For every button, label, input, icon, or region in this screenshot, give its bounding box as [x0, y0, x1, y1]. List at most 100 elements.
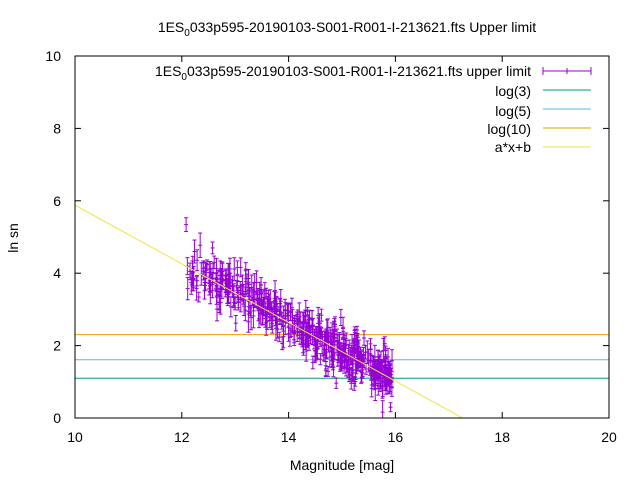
data-point [347, 339, 352, 363]
data-point [187, 262, 192, 281]
x-tick-label: 16 [388, 429, 404, 445]
data-point [198, 232, 203, 258]
legend: 1ES0033p595-20190103-S001-R001-I-213621.… [155, 63, 592, 155]
data-point [208, 277, 213, 293]
y-tick-label: 0 [53, 410, 61, 426]
x-axis-label: Magnitude [mag] [290, 457, 394, 473]
data-point [314, 340, 319, 359]
data-point [303, 299, 308, 322]
data-point [347, 368, 352, 381]
data-point [319, 327, 324, 339]
data-point [196, 291, 201, 303]
data-point [334, 377, 339, 389]
data-point [349, 344, 354, 366]
data-point [305, 306, 310, 317]
data-point [220, 261, 225, 282]
data-point [380, 377, 385, 399]
data-point [292, 317, 297, 344]
y-axis-label: ln sn [5, 223, 21, 253]
data-point [238, 257, 243, 278]
y-tick-label: 4 [53, 265, 61, 281]
data-point [270, 309, 275, 325]
data-point [369, 379, 374, 398]
data-point [280, 315, 285, 327]
plot-inner [75, 204, 609, 418]
plot-frame [74, 55, 610, 419]
data-point [232, 257, 237, 281]
data-point [378, 351, 383, 369]
data-point [292, 315, 297, 333]
x-tick-label: 14 [281, 429, 297, 445]
chart-title: 1ES0033p595-20190103-S001-R001-I-213621.… [158, 19, 536, 39]
data-point [380, 400, 385, 418]
data-point [277, 331, 282, 343]
data-point [316, 317, 321, 343]
x-tick-label: 10 [67, 429, 83, 445]
legend-label-upper-limit-main: 1ES [155, 63, 181, 79]
data-point [246, 283, 251, 297]
legend-label-log10: log(10) [487, 121, 531, 137]
data-point [359, 349, 364, 361]
data-point [251, 282, 256, 301]
data-point [212, 255, 217, 270]
data-point [368, 338, 373, 350]
data-point [372, 364, 377, 381]
data-point [224, 279, 229, 296]
data-point [235, 287, 240, 299]
data-point [228, 272, 233, 294]
x-tick-label: 20 [601, 429, 617, 445]
data-point [210, 241, 215, 255]
chart-title-main: 1ES [158, 19, 184, 35]
legend-label-upper-limit-rest: 033p595-20190103-S001-R001-I-213621.fts … [187, 63, 531, 79]
data-point [192, 239, 197, 264]
data-point [233, 314, 238, 332]
data-point [350, 359, 355, 382]
data-point [278, 303, 283, 326]
legend-label-log3: log(3) [495, 83, 531, 99]
data-point [353, 328, 358, 349]
data-point [203, 261, 208, 283]
data-point [359, 371, 364, 383]
data-point [363, 345, 368, 360]
data-point [232, 297, 237, 309]
data-point [355, 332, 360, 357]
x-tick-label: 12 [174, 429, 190, 445]
data-point [259, 293, 264, 315]
data-point [310, 355, 315, 370]
legend-label-upper-limit-sub: 0 [181, 72, 187, 83]
data-point [382, 370, 387, 383]
y-tick-label: 6 [53, 193, 61, 209]
data-point [185, 276, 190, 301]
data-point [383, 349, 388, 368]
data-point [195, 275, 200, 287]
data-point [388, 402, 393, 413]
data-point [323, 360, 328, 377]
y-tick-label: 8 [53, 120, 61, 136]
data-point [263, 301, 268, 317]
plot-area: 10 12 14 16 18 20 0 2 4 6 8 10 [45, 48, 617, 445]
data-point [249, 305, 254, 331]
chart-title-rest: 033p595-20190103-S001-R001-I-213621.fts … [190, 19, 536, 35]
data-point [388, 364, 393, 377]
data-point [228, 296, 233, 318]
data-point [319, 308, 324, 322]
data-point [382, 336, 387, 352]
data-point [342, 360, 347, 374]
data-point [243, 262, 248, 280]
chart-title-sub: 0 [184, 28, 190, 39]
fit-line [75, 204, 464, 418]
data-point [184, 217, 189, 233]
legend-label-upper-limit: 1ES0033p595-20190103-S001-R001-I-213621.… [155, 63, 531, 83]
data-point [332, 320, 337, 339]
data-point [190, 260, 195, 286]
data-point [287, 328, 292, 347]
data-point [195, 249, 200, 272]
y-tick-label: 10 [45, 48, 61, 64]
data-point [326, 365, 331, 377]
data-point [274, 296, 279, 311]
legend-label-log5: log(5) [495, 103, 531, 119]
data-point [288, 302, 293, 321]
data-point [185, 257, 190, 276]
legend-label-fit: a*x+b [495, 139, 531, 155]
